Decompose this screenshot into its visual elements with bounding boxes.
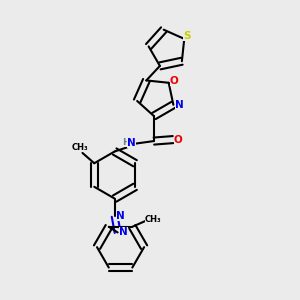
Text: CH₃: CH₃ [145, 215, 161, 224]
Text: O: O [169, 76, 178, 86]
Text: CH₃: CH₃ [72, 143, 88, 152]
Text: O: O [174, 135, 183, 145]
Text: N: N [119, 227, 128, 237]
Text: S: S [183, 31, 191, 41]
Text: N: N [127, 137, 136, 148]
Text: H: H [122, 138, 130, 147]
Text: N: N [175, 100, 184, 110]
Text: N: N [116, 211, 125, 221]
